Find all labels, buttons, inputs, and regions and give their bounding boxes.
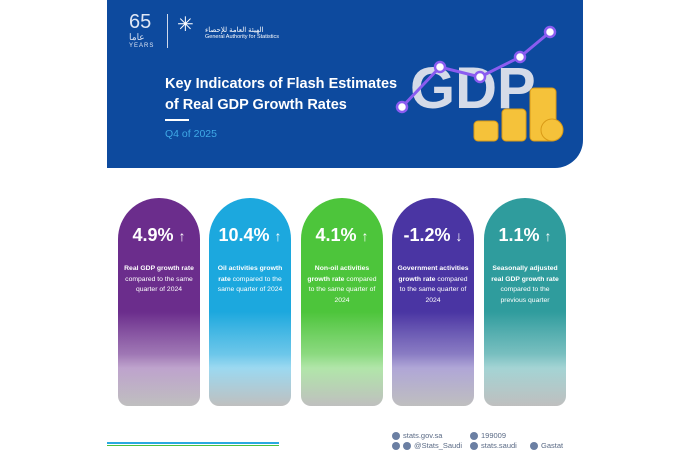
indicator-value: 1.1% ↑ <box>498 225 552 245</box>
indicator-description: Non-oil activities growth rate compared … <box>307 265 377 304</box>
linkedin-icon <box>530 441 538 450</box>
social-handle-link[interactable]: @Stats_Saudi <box>392 441 462 450</box>
arrow-up-icon: ↑ <box>361 228 369 244</box>
indicator-description: Government activities growth rate compar… <box>397 265 469 304</box>
indicator-image <box>484 311 566 406</box>
indicator-image <box>301 311 383 406</box>
header-banner: 65 عاما YEARS ✳ الهيئة العامة للإحصاء Ge… <box>107 0 583 168</box>
logo-divider <box>167 14 168 48</box>
indicator-card-government: -1.2% ↓ Government activities growth rat… <box>392 198 474 406</box>
page-title: Key Indicators of Flash Estimates of Rea… <box>165 76 398 113</box>
indicator-image <box>392 311 474 406</box>
indicator-image <box>209 311 291 406</box>
x-icon <box>392 441 400 450</box>
indicator-image <box>118 311 200 406</box>
facebook-icon <box>470 441 478 450</box>
globe-icon <box>392 431 400 440</box>
indicator-card-real-gdp: 4.9% ↑ Real GDP growth rate compared to … <box>118 198 200 406</box>
indicator-description: Real GDP growth rate compared to the sam… <box>124 265 194 293</box>
phone-link[interactable]: 199009 <box>470 431 506 440</box>
footer-line <box>107 445 279 446</box>
indicator-value: 4.1% ↑ <box>315 225 369 245</box>
gastat-logo-icon: ✳ <box>177 14 194 36</box>
period: Q4 of 2025 <box>165 128 217 140</box>
indicator-card-seasonally-adjusted: 1.1% ↑ Seasonally adjusted real GDP grow… <box>484 198 566 406</box>
indicator-value: 10.4% ↑ <box>218 225 282 245</box>
title-underline <box>165 119 189 121</box>
indicator-description: Seasonally adjusted real GDP growth rate… <box>491 265 559 304</box>
indicator-value: 4.9% ↑ <box>132 225 186 245</box>
65-years-logo: 65 عاما YEARS <box>129 11 155 49</box>
facebook-link[interactable]: stats.saudi <box>470 441 517 450</box>
arrow-down-icon: ↓ <box>455 228 463 244</box>
indicator-card-non-oil: 4.1% ↑ Non-oil activities growth rate co… <box>301 198 383 406</box>
linkedin-link[interactable]: Gastat <box>530 441 563 450</box>
gdp-graphic-icon: GDP <box>395 25 564 142</box>
arrow-up-icon: ↑ <box>274 228 282 244</box>
website-link[interactable]: stats.gov.sa <box>392 431 442 440</box>
arrow-up-icon: ↑ <box>178 228 186 244</box>
indicator-card-oil: 10.4% ↑ Oil activities growth rate compa… <box>209 198 291 406</box>
phone-icon <box>470 431 478 440</box>
instagram-icon <box>403 441 411 450</box>
footer-line <box>107 442 279 444</box>
indicator-description: Oil activities growth rate compared to t… <box>217 265 283 293</box>
arrow-up-icon: ↑ <box>544 228 552 244</box>
indicator-value: -1.2% ↓ <box>403 225 463 245</box>
